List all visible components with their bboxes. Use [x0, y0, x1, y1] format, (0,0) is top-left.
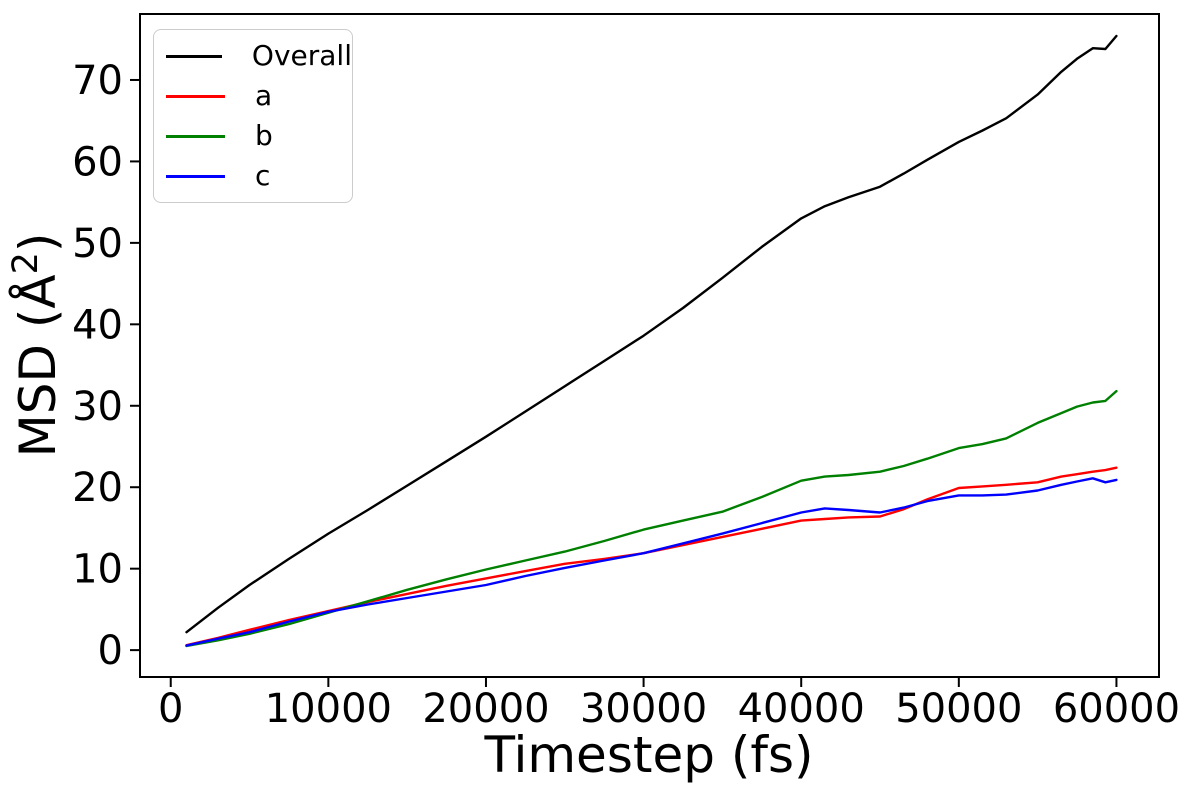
x-tick-label: 20000: [422, 686, 549, 732]
y-tick-label: 50: [72, 221, 123, 267]
series-lines: [185, 34, 1118, 648]
series-line-c: [185, 477, 1118, 647]
x-tick-label: 30000: [580, 686, 707, 732]
y-tick-label: 20: [72, 465, 123, 511]
x-tick-label: 40000: [738, 686, 865, 732]
legend-item-c: c: [154, 158, 352, 194]
legend-label: c: [255, 159, 271, 192]
x-tick-label: 60000: [1053, 686, 1180, 732]
y-tick-label: 10: [72, 547, 123, 593]
legend-item-a: a: [154, 78, 352, 114]
x-axis-label: Timestep (fs): [483, 726, 813, 784]
legend-label: Overall: [251, 39, 352, 72]
y-tick-label: 30: [72, 384, 123, 430]
legend: Overall a b c: [153, 29, 353, 203]
legend-line-swatch: [166, 94, 225, 98]
y-tick-label: 70: [72, 58, 123, 104]
legend-item-overall: Overall: [154, 38, 352, 74]
axis-ticks: 0 10000 20000 30000 40000 50000 60000 0 10 20 30 40…: [72, 58, 1180, 732]
x-tick-label: 0: [158, 686, 183, 732]
legend-label: a: [255, 79, 273, 112]
legend-line-swatch: [166, 54, 222, 58]
series-line-b: [185, 389, 1118, 648]
series-line-overall: [185, 34, 1118, 634]
legend-line-swatch: [166, 174, 225, 178]
legend-item-b: b: [154, 118, 352, 154]
y-tick-label: 0: [98, 628, 123, 674]
x-tick-label: 50000: [895, 686, 1022, 732]
x-tick-label: 10000: [265, 686, 392, 732]
plot-border: [139, 13, 1160, 678]
legend-line-swatch: [166, 134, 225, 138]
y-tick-label: 60: [72, 139, 123, 185]
legend-label: b: [255, 119, 273, 152]
y-axis-label: MSD (Å2): [6, 233, 67, 458]
y-tick-label: 40: [72, 302, 123, 348]
